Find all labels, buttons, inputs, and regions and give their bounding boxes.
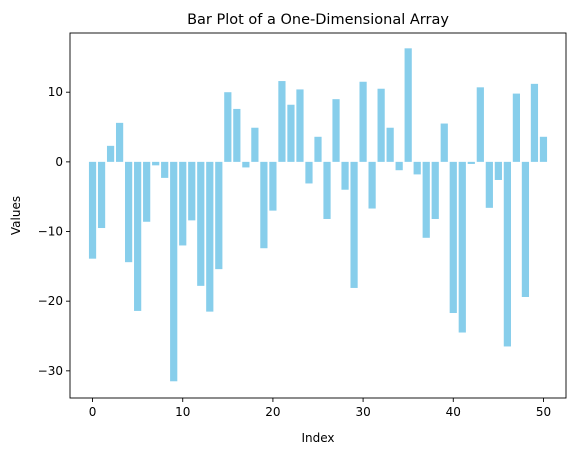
x-tick-label: 50 bbox=[536, 405, 551, 419]
bar-series bbox=[88, 48, 548, 382]
bar bbox=[377, 88, 385, 162]
x-tick-label: 10 bbox=[175, 405, 190, 419]
y-tick-label: −10 bbox=[38, 225, 63, 239]
bar bbox=[115, 122, 124, 162]
bar bbox=[143, 161, 151, 222]
bar bbox=[251, 127, 259, 162]
y-tick-label: −30 bbox=[38, 364, 63, 378]
bar bbox=[278, 81, 286, 162]
bar bbox=[224, 92, 232, 162]
bar bbox=[197, 161, 205, 286]
bar bbox=[206, 161, 214, 312]
bar bbox=[503, 161, 511, 347]
bar bbox=[359, 81, 367, 162]
bar bbox=[368, 161, 376, 209]
bar bbox=[440, 123, 448, 162]
bar bbox=[269, 161, 277, 211]
bar bbox=[341, 161, 349, 190]
bar bbox=[215, 161, 223, 270]
bar bbox=[260, 161, 268, 249]
bar bbox=[539, 136, 548, 162]
x-tick-label: 0 bbox=[89, 405, 97, 419]
bar bbox=[179, 161, 187, 246]
y-tick-label: 10 bbox=[48, 85, 63, 99]
bar bbox=[476, 87, 484, 162]
y-tick-label: −20 bbox=[38, 294, 63, 308]
bar bbox=[88, 161, 97, 259]
bar bbox=[188, 161, 196, 221]
bar bbox=[530, 83, 539, 162]
bar bbox=[350, 161, 358, 288]
bar bbox=[332, 99, 340, 162]
bar bbox=[125, 161, 133, 263]
x-tick-label: 40 bbox=[446, 405, 461, 419]
bar bbox=[494, 161, 502, 180]
y-axis-label: Values bbox=[9, 196, 23, 235]
x-tick-label: 20 bbox=[265, 405, 280, 419]
plot-frame bbox=[69, 32, 567, 399]
bar bbox=[305, 161, 313, 184]
bar bbox=[422, 161, 430, 238]
x-axis-ticks: 0 10 20 30 40 50 bbox=[89, 398, 551, 419]
bar bbox=[458, 161, 466, 333]
x-axis-label: Index bbox=[301, 431, 334, 445]
bar bbox=[242, 161, 250, 168]
bar bbox=[404, 48, 412, 162]
bar bbox=[161, 161, 169, 178]
bar bbox=[134, 161, 142, 311]
bar bbox=[512, 93, 520, 162]
chart-title: Bar Plot of a One-Dimensional Array bbox=[187, 12, 449, 28]
bar bbox=[485, 161, 493, 208]
bar bbox=[467, 161, 475, 164]
bar bbox=[395, 161, 403, 171]
bar bbox=[431, 161, 439, 219]
bar bbox=[314, 136, 322, 162]
bar bbox=[287, 104, 295, 162]
bar bbox=[97, 161, 106, 229]
bar bbox=[521, 161, 530, 297]
y-axis-ticks: −30 −20 −10 0 10 bbox=[38, 85, 70, 378]
y-tick-label: 0 bbox=[55, 155, 63, 169]
bar bbox=[413, 161, 421, 175]
bar bbox=[106, 145, 115, 162]
bar bbox=[296, 89, 304, 162]
x-tick-label: 30 bbox=[355, 405, 370, 419]
bar bbox=[386, 127, 394, 162]
bar bbox=[170, 161, 178, 382]
bar bbox=[323, 161, 331, 219]
bar bbox=[152, 161, 160, 166]
bar bbox=[233, 108, 241, 162]
bar bbox=[449, 161, 457, 314]
